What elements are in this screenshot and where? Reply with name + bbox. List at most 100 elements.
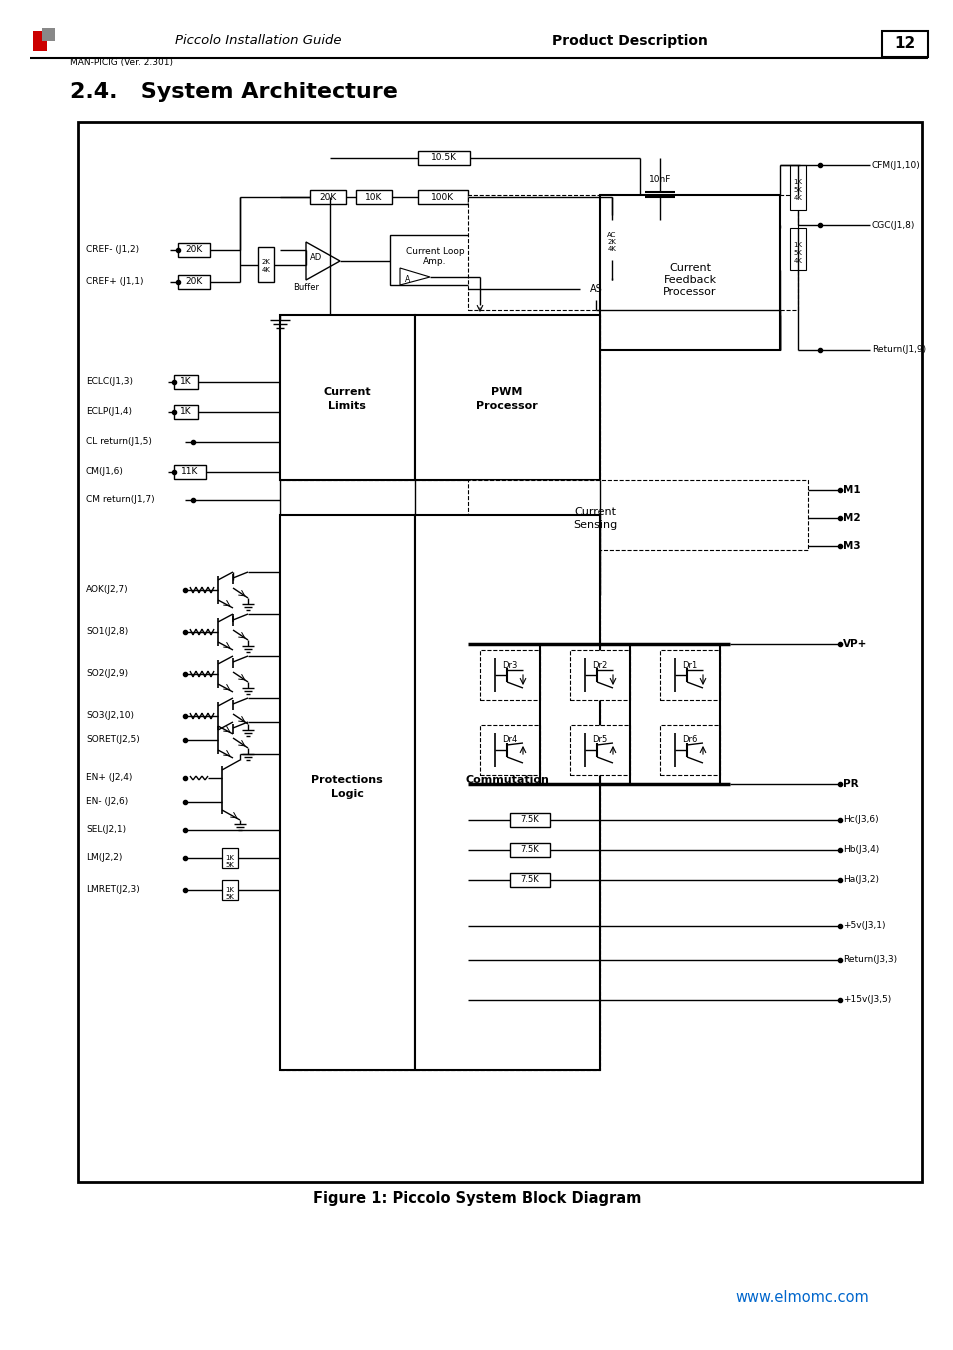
Bar bbox=[599, 194, 780, 350]
Text: Dr3: Dr3 bbox=[502, 660, 517, 670]
Text: CM return(J1,7): CM return(J1,7) bbox=[86, 495, 154, 505]
Text: 5K: 5K bbox=[225, 863, 234, 868]
Text: PWM: PWM bbox=[491, 387, 522, 397]
Bar bbox=[579, 278, 612, 300]
Text: Figure 1: Piccolo System Block Diagram: Figure 1: Piccolo System Block Diagram bbox=[313, 1191, 640, 1206]
Bar bbox=[355, 190, 392, 204]
Text: SO3(J2,10): SO3(J2,10) bbox=[86, 711, 133, 721]
Text: 1K: 1K bbox=[225, 855, 234, 861]
Text: SO2(J2,9): SO2(J2,9) bbox=[86, 670, 128, 679]
Text: CL return(J1,5): CL return(J1,5) bbox=[86, 437, 152, 447]
Bar bbox=[257, 247, 274, 282]
Text: ECLC(J1,3): ECLC(J1,3) bbox=[86, 378, 132, 386]
Text: M1: M1 bbox=[842, 485, 860, 495]
Bar bbox=[603, 215, 619, 261]
Bar bbox=[222, 848, 237, 868]
Bar bbox=[789, 228, 805, 270]
Bar bbox=[510, 842, 550, 857]
Text: LMRET(J2,3): LMRET(J2,3) bbox=[86, 886, 139, 895]
Bar bbox=[78, 122, 921, 1183]
Text: 7.5K: 7.5K bbox=[520, 815, 538, 825]
Text: www.elmomc.com: www.elmomc.com bbox=[734, 1291, 868, 1305]
Text: SEL(J2,1): SEL(J2,1) bbox=[86, 825, 126, 834]
Bar bbox=[659, 649, 720, 701]
Bar bbox=[789, 165, 805, 211]
Bar bbox=[280, 315, 599, 481]
Text: AD: AD bbox=[310, 252, 322, 262]
Text: Dr6: Dr6 bbox=[681, 736, 697, 744]
Text: Ha(J3,2): Ha(J3,2) bbox=[842, 876, 878, 884]
Text: Dr2: Dr2 bbox=[592, 660, 607, 670]
Text: Current: Current bbox=[574, 508, 616, 517]
Bar bbox=[222, 880, 237, 900]
Text: 5K: 5K bbox=[793, 188, 801, 193]
Text: Dr5: Dr5 bbox=[592, 736, 607, 744]
Text: 1K: 1K bbox=[180, 408, 192, 417]
Text: 10nF: 10nF bbox=[648, 176, 671, 185]
Text: 10K: 10K bbox=[365, 193, 382, 201]
Bar bbox=[178, 275, 210, 289]
Text: 10.5K: 10.5K bbox=[431, 154, 456, 162]
Text: PR: PR bbox=[842, 779, 858, 788]
Bar bbox=[569, 649, 629, 701]
Text: SORET(J2,5): SORET(J2,5) bbox=[86, 736, 139, 744]
Bar bbox=[280, 514, 599, 1071]
Text: 11K: 11K bbox=[181, 467, 198, 477]
Bar bbox=[569, 725, 629, 775]
Bar bbox=[415, 315, 599, 481]
Bar bbox=[659, 725, 720, 775]
Text: ECLP(J1,4): ECLP(J1,4) bbox=[86, 408, 132, 417]
Text: 7.5K: 7.5K bbox=[520, 876, 538, 884]
Bar bbox=[33, 31, 47, 51]
Bar bbox=[173, 375, 198, 389]
Bar bbox=[468, 194, 797, 310]
Text: MAN-PICIG (Ver. 2.301): MAN-PICIG (Ver. 2.301) bbox=[70, 58, 172, 68]
Text: Buffer: Buffer bbox=[293, 282, 318, 292]
Bar bbox=[173, 464, 206, 479]
Text: Piccolo Installation Guide: Piccolo Installation Guide bbox=[174, 35, 341, 47]
Bar bbox=[415, 514, 599, 1071]
Text: 2K: 2K bbox=[261, 259, 270, 265]
Text: Product Description: Product Description bbox=[552, 34, 707, 49]
Text: Current: Current bbox=[323, 387, 371, 397]
Text: Processor: Processor bbox=[476, 401, 537, 410]
Text: Hc(J3,6): Hc(J3,6) bbox=[842, 815, 878, 825]
Text: LM(J2,2): LM(J2,2) bbox=[86, 853, 122, 863]
Text: +15v(J3,5): +15v(J3,5) bbox=[842, 995, 890, 1004]
Text: SO1(J2,8): SO1(J2,8) bbox=[86, 628, 128, 636]
Text: 2.4.   System Architecture: 2.4. System Architecture bbox=[70, 82, 397, 103]
Text: 1K: 1K bbox=[180, 378, 192, 386]
Text: Dr4: Dr4 bbox=[502, 736, 517, 744]
Text: AC: AC bbox=[607, 232, 616, 238]
Bar bbox=[479, 649, 539, 701]
Bar bbox=[280, 514, 415, 1071]
Text: Return(J1,9): Return(J1,9) bbox=[871, 346, 925, 355]
Text: 20K: 20K bbox=[185, 246, 202, 255]
Text: 1K: 1K bbox=[793, 242, 801, 248]
Text: 7.5K: 7.5K bbox=[520, 845, 538, 855]
Text: M3: M3 bbox=[842, 541, 860, 551]
Text: 5K: 5K bbox=[225, 894, 234, 900]
Text: 1K: 1K bbox=[793, 180, 801, 185]
Bar bbox=[882, 31, 927, 57]
Text: M2: M2 bbox=[842, 513, 860, 522]
Text: 4K: 4K bbox=[793, 258, 801, 265]
Bar bbox=[417, 190, 468, 204]
Text: 4K: 4K bbox=[261, 267, 270, 273]
Bar bbox=[390, 235, 479, 285]
Text: 5K: 5K bbox=[793, 250, 801, 256]
Text: CM(J1,6): CM(J1,6) bbox=[86, 467, 124, 477]
Bar bbox=[417, 151, 470, 165]
Bar bbox=[310, 190, 346, 204]
Text: 1K: 1K bbox=[225, 887, 234, 892]
Text: +5v(J3,1): +5v(J3,1) bbox=[842, 922, 884, 930]
Text: Current Loop: Current Loop bbox=[405, 247, 464, 256]
Bar bbox=[510, 813, 550, 828]
Text: VP+: VP+ bbox=[842, 639, 866, 649]
Bar bbox=[468, 481, 807, 549]
Text: 100K: 100K bbox=[431, 193, 454, 201]
Bar bbox=[178, 243, 210, 256]
Bar bbox=[173, 405, 198, 418]
Text: EN- (J2,6): EN- (J2,6) bbox=[86, 798, 128, 806]
Bar bbox=[42, 28, 55, 40]
